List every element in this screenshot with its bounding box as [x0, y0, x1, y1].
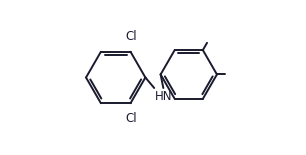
Text: HN: HN: [155, 90, 173, 102]
Text: Cl: Cl: [125, 30, 137, 43]
Text: Cl: Cl: [125, 112, 137, 125]
